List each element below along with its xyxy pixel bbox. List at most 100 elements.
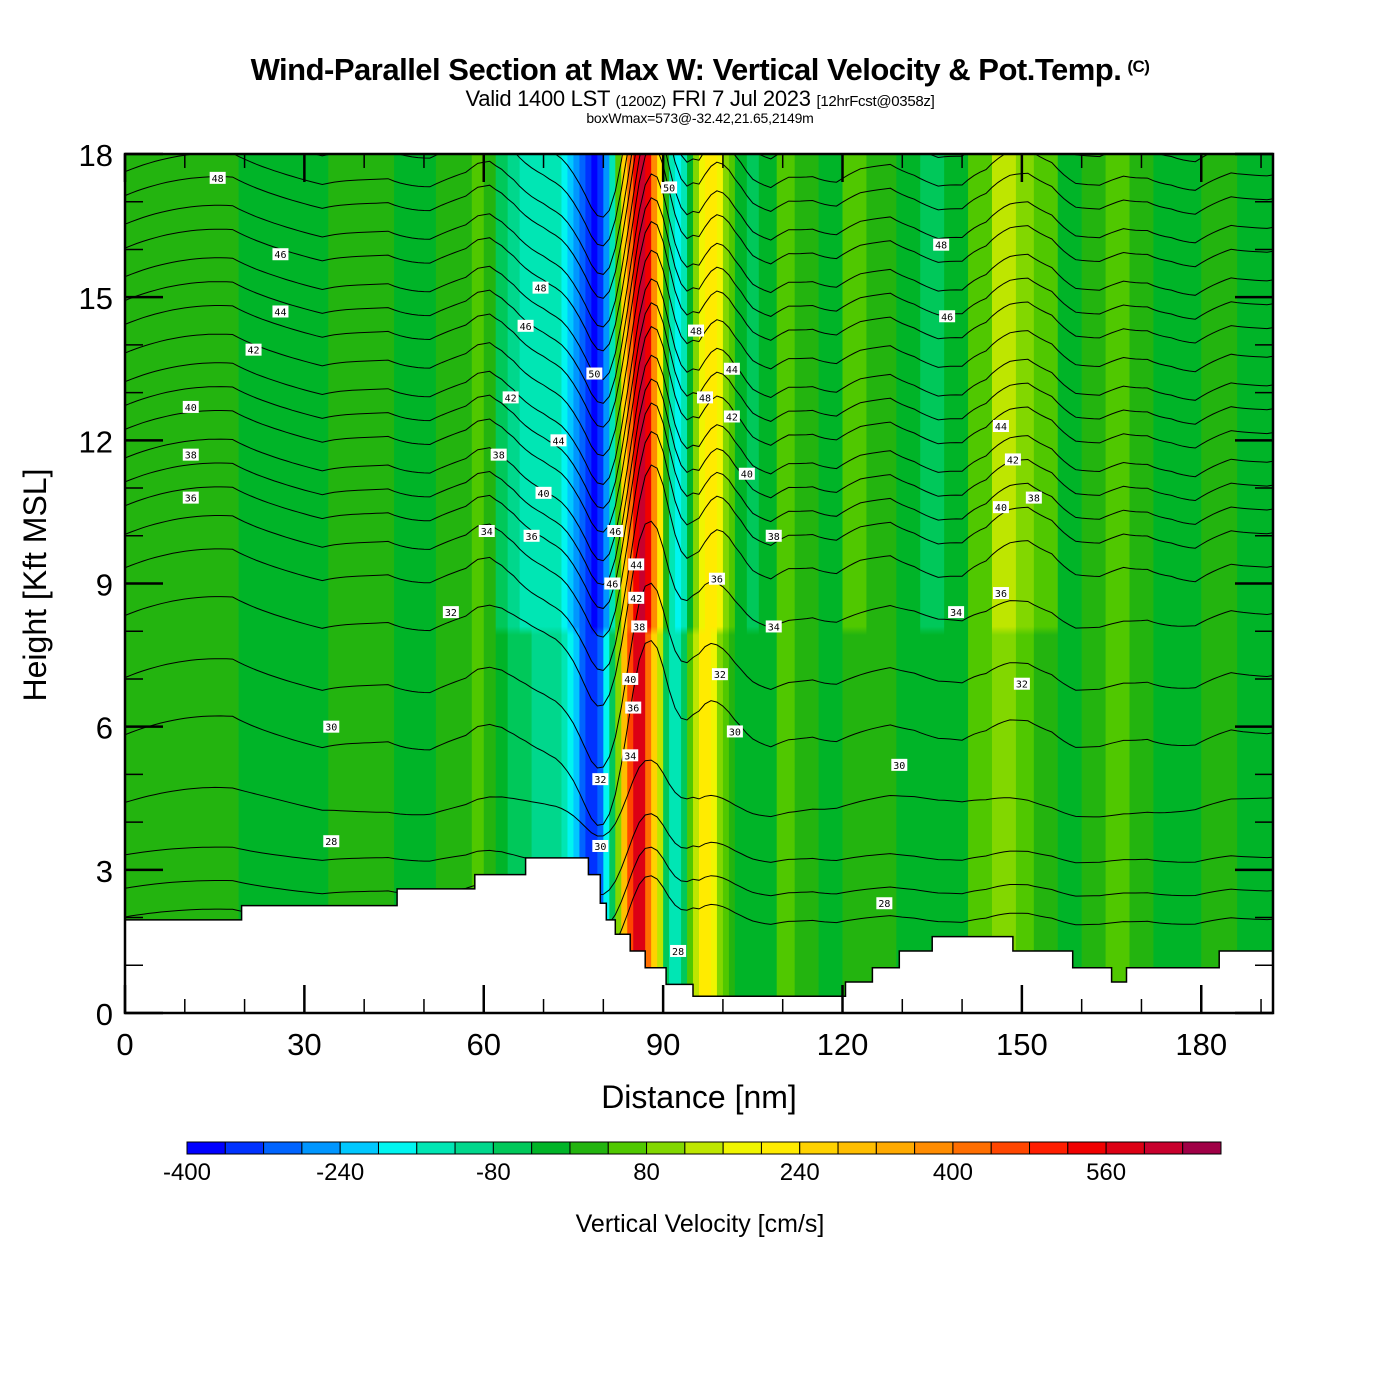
- velocity-band: [1105, 154, 1131, 1013]
- contour-label-text: 38: [633, 622, 645, 633]
- contour-label-text: 40: [995, 503, 1007, 514]
- chart-subtitle: Valid 1400 LST (1200Z) FRI 7 Jul 2023 [1…: [0, 86, 1400, 112]
- velocity-band: [776, 154, 796, 1013]
- contour-label-text: 48: [935, 241, 947, 252]
- contour-label: 30: [323, 720, 340, 734]
- velocity-band: [734, 154, 748, 1013]
- contour-label-text: 44: [552, 436, 564, 447]
- velocity-band: [1177, 154, 1202, 1013]
- velocity-band: [633, 154, 640, 1013]
- contour-label-text: 30: [325, 723, 337, 734]
- contour-label-text: 40: [538, 489, 550, 500]
- contour-label: 48: [933, 238, 950, 252]
- velocity-band: [1057, 154, 1083, 1013]
- velocity-band: [435, 154, 473, 1013]
- velocity-band: [920, 154, 945, 1013]
- velocity-band: [675, 154, 682, 1013]
- contour-label-text: 46: [609, 527, 621, 538]
- velocity-band: [1153, 154, 1178, 1013]
- contour-label: 32: [711, 668, 728, 681]
- colorbar-swatch: [914, 1141, 954, 1155]
- x-tick-label: 90: [646, 1027, 680, 1062]
- contour-label-text: 44: [995, 422, 1007, 433]
- contour-labels: 48 46 44 42 40 38 36 34 32 30 28 48 46 42 38 44 40 36 50 46…: [182, 171, 1042, 958]
- velocity-band: [519, 154, 533, 1013]
- isentrope-32: [125, 520, 1273, 707]
- contour-label-text: 34: [950, 608, 962, 619]
- contour-label: 38: [765, 529, 782, 543]
- contour-label-text: 44: [726, 365, 738, 376]
- isentrope-31: [125, 582, 1273, 769]
- contour-label: 30: [891, 758, 908, 772]
- contour-label: 38: [1025, 491, 1042, 505]
- contour-label-text: 32: [594, 775, 606, 786]
- vertical-velocity-field: [125, 154, 1273, 1013]
- y-tick-label: 0: [96, 997, 113, 1032]
- contour-label: 46: [517, 319, 534, 333]
- contour-label-text: 42: [1007, 455, 1019, 466]
- contour-label: 48: [696, 391, 713, 404]
- contour-label-text: 34: [768, 622, 780, 633]
- contour-label: 28: [670, 944, 687, 958]
- contour-label-text: 40: [624, 675, 636, 686]
- velocity-band: [657, 154, 664, 1013]
- velocity-band: [238, 154, 329, 1013]
- contour-label: 46: [272, 248, 289, 261]
- y-tick-label: 12: [79, 424, 113, 459]
- velocity-band: [896, 154, 921, 1013]
- velocity-band: [1015, 154, 1035, 1013]
- contour-label-text: 48: [699, 393, 711, 404]
- contour-label: 46: [607, 525, 624, 538]
- colorbar-swatch: [837, 1141, 877, 1155]
- contour-label-text: 36: [627, 704, 639, 715]
- contour-label: 44: [723, 362, 740, 376]
- velocity-band: [794, 154, 820, 1013]
- contour-label: 46: [939, 310, 956, 323]
- x-tick-label: 0: [116, 1027, 133, 1062]
- colorbar-swatch: [799, 1141, 839, 1155]
- colorbar-swatch: [416, 1141, 456, 1155]
- contour-label: 36: [523, 529, 540, 543]
- copyright-mark: (C): [1127, 57, 1150, 76]
- contour-label: 36: [992, 587, 1009, 600]
- velocity-band: [704, 154, 712, 1013]
- velocity-band: [866, 154, 897, 1013]
- contour-label-text: 30: [893, 761, 905, 772]
- colorbar-swatch: [722, 1141, 762, 1155]
- box-wmax-info: boxWmax=573@-32.42,21.65,2149m: [586, 110, 814, 126]
- contour-label: 40: [535, 486, 552, 500]
- contour-label-text: 36: [995, 589, 1007, 600]
- chart-title-text: Wind-Parallel Section at Max W: Vertical…: [250, 52, 1122, 87]
- contour-label: 30: [592, 839, 609, 853]
- x-axis-title: Distance [nm]: [601, 1079, 797, 1115]
- contour-label: 28: [323, 835, 340, 848]
- x-tick-label: 60: [467, 1027, 501, 1062]
- contour-label-text: 48: [690, 327, 702, 338]
- contour-label-text: 50: [663, 183, 675, 194]
- x-tick-label: 150: [996, 1027, 1048, 1062]
- contour-label-text: 28: [325, 837, 337, 848]
- colorbar-swatch: [531, 1141, 571, 1155]
- velocity-band: [651, 154, 658, 1013]
- velocity-band: [645, 154, 652, 1013]
- contour-label: 40: [992, 501, 1009, 514]
- velocity-band: [394, 154, 437, 1013]
- contour-label: 36: [625, 701, 642, 715]
- valid-date: FRI 7 Jul 2023: [671, 86, 811, 111]
- velocity-band: [531, 154, 551, 1013]
- colorbar-tick-label: -400: [163, 1159, 211, 1186]
- contour-label: 34: [622, 749, 639, 762]
- isentrope-33: [125, 464, 1273, 672]
- contour-label: 38: [182, 448, 199, 462]
- velocity-band: [968, 154, 993, 1013]
- x-tick-labels: 0 30 60 90 120 150 180: [116, 1027, 1227, 1062]
- isentrope-42: [125, 220, 1273, 428]
- colorbar-swatch: [760, 1141, 801, 1155]
- contour-label: 32: [442, 606, 459, 619]
- colorbar-tick-label: -80: [476, 1159, 511, 1186]
- contour-label-text: 42: [726, 412, 738, 423]
- contour-label-text: 46: [606, 580, 618, 591]
- y-tick-label: 3: [96, 854, 113, 889]
- colorbar-swatch: [1067, 1141, 1107, 1155]
- colorbar-swatch: [646, 1141, 686, 1155]
